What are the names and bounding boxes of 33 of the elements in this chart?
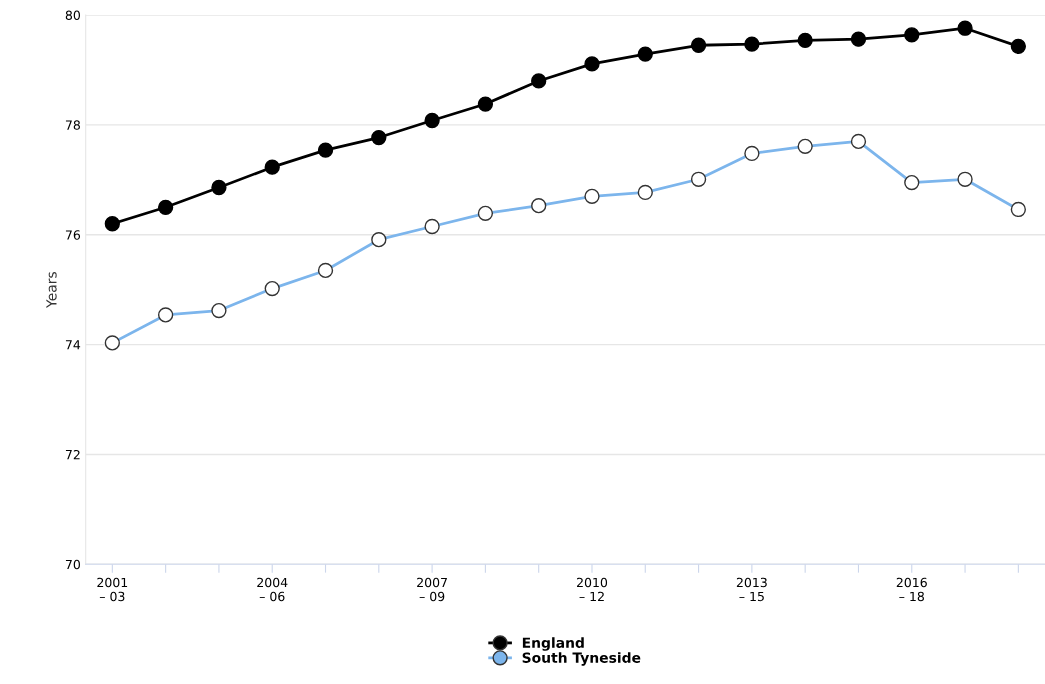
point [424,112,440,129]
point [211,179,227,196]
x-tick-label: 2001 – 03 [97,577,128,602]
x-tick-label: 2007 – 09 [417,577,447,602]
legend-label: South Tyneside [522,652,641,666]
y-tick-label: 78 [65,120,80,130]
point [104,216,120,232]
y-tick-label: 70 [65,559,80,570]
point [1010,38,1026,54]
point [584,56,600,72]
y-tick-label: 76 [65,230,81,240]
point [371,129,387,146]
point [797,32,813,48]
y-tick-label: 74 [65,340,81,350]
x-tick-label: 2016 – 18 [896,577,927,602]
x-tick-label: 2004 – 06 [257,577,288,602]
point [637,46,653,62]
point [904,27,920,43]
point [317,142,334,158]
point [744,36,760,52]
y-tick-label: 72 [65,449,80,460]
x-tick-label: 2013 – 15 [736,577,767,602]
y-tick-label: 80 [65,10,80,20]
point [157,199,174,215]
point [264,159,280,175]
point [531,73,547,89]
point [957,20,973,36]
point [850,31,867,47]
point [690,37,707,53]
legend-label: England [522,637,584,651]
x-tick-label: 2010 – 12 [577,577,608,601]
y-axis-title: Years [46,272,57,309]
point [477,96,494,112]
